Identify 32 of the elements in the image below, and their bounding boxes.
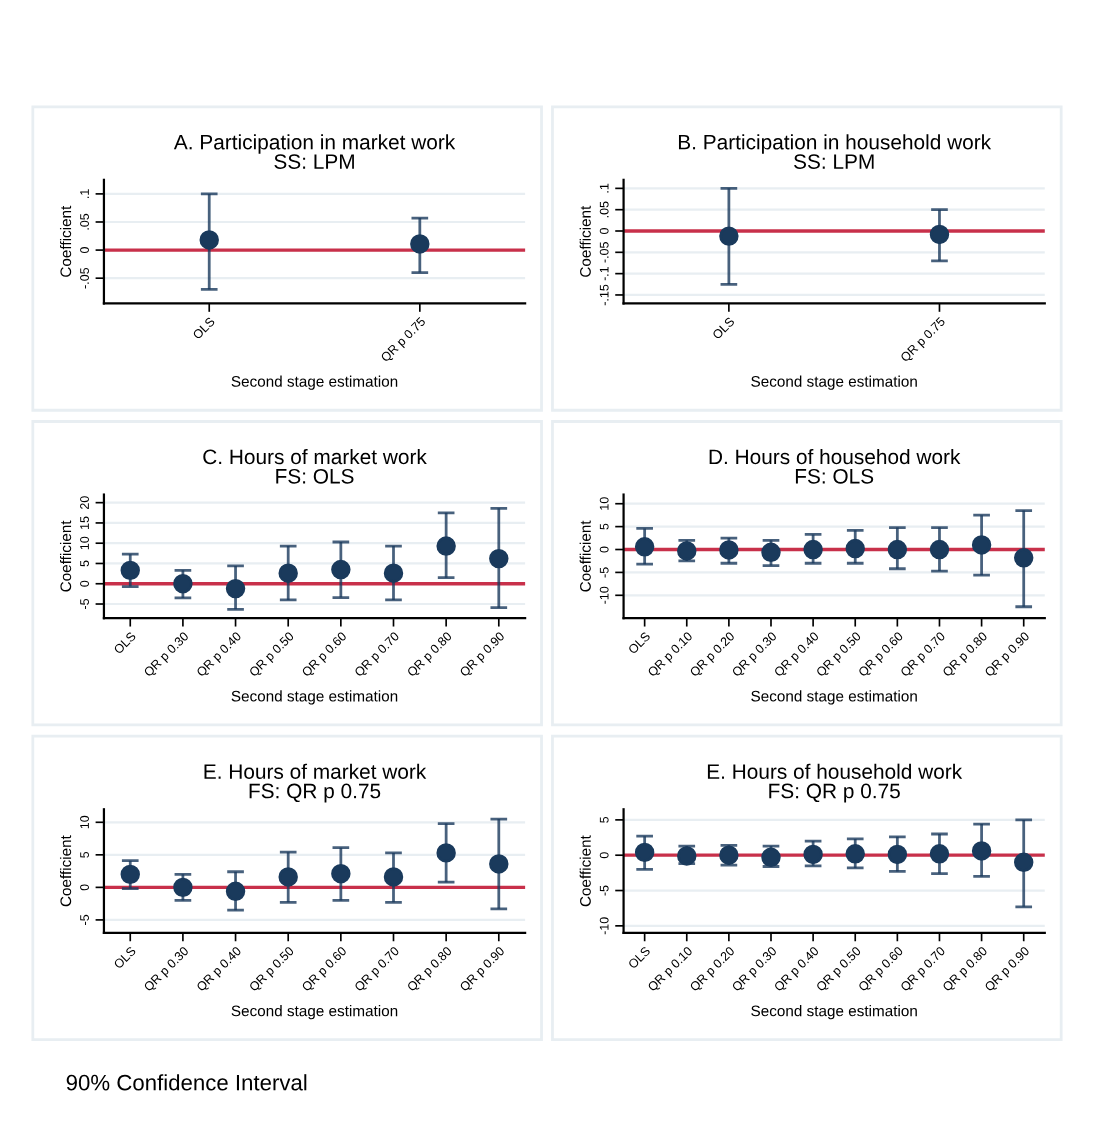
point (887, 539, 908, 560)
chart-title: B. Participation in household work SS: LPM (678, 134, 992, 169)
point (761, 542, 781, 562)
point (489, 548, 509, 569)
point (278, 563, 298, 583)
chart-title: E. Hours of household work FS: QR p 0.75 (707, 763, 963, 803)
point (1013, 548, 1034, 568)
point (278, 867, 298, 887)
point (331, 863, 351, 884)
point (225, 881, 246, 901)
point (489, 854, 509, 874)
point (719, 540, 739, 560)
point (173, 877, 193, 898)
point (634, 537, 655, 557)
point (383, 563, 404, 583)
text: 90% Confidence Interval (66, 1074, 307, 1091)
point (436, 536, 456, 556)
point (436, 843, 456, 863)
point (173, 574, 193, 594)
point (383, 867, 404, 887)
point (845, 538, 865, 559)
chart-title: D. Hours of househod work FS: OLS (709, 448, 961, 484)
point (929, 539, 950, 560)
point (331, 559, 351, 580)
point (120, 864, 140, 885)
chart-title: C. Hours of market work FS: OLS (203, 448, 427, 484)
point (971, 535, 992, 555)
chart-title: E. Hours of market work FS: QR p 0.75 (204, 763, 427, 803)
chart-title: A. Participation in market work SS: LPM (173, 134, 456, 169)
point (120, 560, 140, 581)
point (803, 539, 823, 560)
point (225, 578, 246, 599)
